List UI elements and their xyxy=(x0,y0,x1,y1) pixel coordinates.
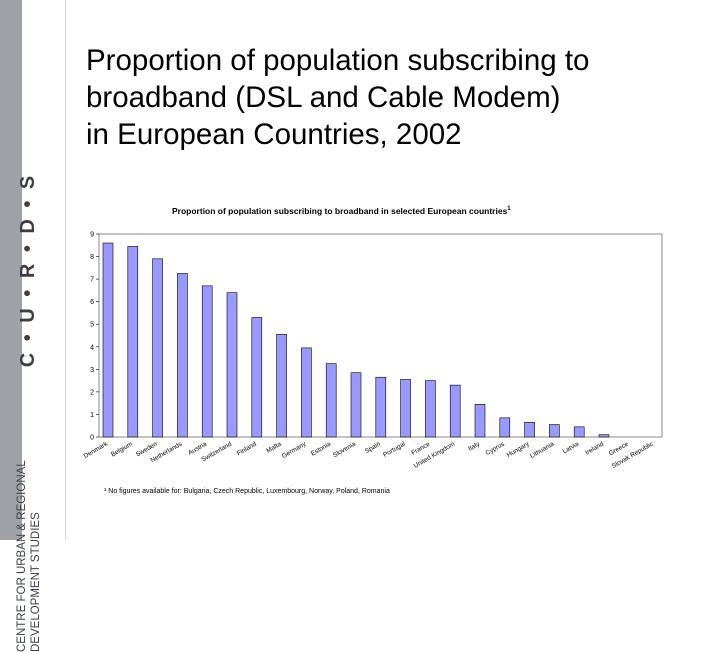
x-tick-label: Lithuania xyxy=(529,440,556,459)
bar-series xyxy=(102,242,610,438)
centre-name: CENTRE FOR URBAN & REGIONAL DEVELOPMENT … xyxy=(15,192,51,652)
x-tick-label: Spain xyxy=(364,440,382,455)
y-tick-label: 6 xyxy=(90,299,94,306)
slide-title-line1: Proportion of population subscribing to xyxy=(86,44,590,77)
y-tick-label: 2 xyxy=(90,389,94,396)
y-tick-label: 4 xyxy=(90,344,94,351)
bar-united-kingdom xyxy=(449,384,461,438)
x-tick-label: Denmark xyxy=(83,440,110,460)
bar-austria xyxy=(201,285,213,438)
y-tick-label: 3 xyxy=(90,367,94,374)
chart-title: Proportion of population subscribing to … xyxy=(172,206,511,216)
chart-container: Proportion of population subscribing to … xyxy=(82,196,682,506)
bar-malta xyxy=(276,334,287,438)
bar-chart: Proportion of population subscribing to … xyxy=(83,206,663,495)
bar-portugal xyxy=(400,379,411,438)
slide-title-line3: in European Countries, 2002 xyxy=(86,118,462,151)
y-tick-label: 8 xyxy=(90,254,94,261)
sidebar-frame xyxy=(0,0,66,540)
x-tick-label: Italy xyxy=(467,440,481,452)
x-tick-label: Malta xyxy=(265,440,283,454)
y-tick-label: 1 xyxy=(90,412,94,419)
chart-footnote: ¹ No figures available for: Bulgaria, Cz… xyxy=(104,488,390,495)
centre-name-line1: CENTRE FOR URBAN & REGIONAL xyxy=(16,460,28,652)
bar-sweden xyxy=(152,258,163,438)
bar-switzerland xyxy=(226,292,238,438)
y-axis: 0 1 2 3 4 5 6 7 8 9 xyxy=(90,232,99,442)
x-tick-label: Ireland xyxy=(584,440,605,456)
bar-lithuania xyxy=(549,424,560,438)
bar-spain xyxy=(375,376,387,438)
x-tick-label: Finland xyxy=(236,440,258,457)
bar-finland xyxy=(251,317,263,438)
bar-estonia xyxy=(325,363,337,438)
x-tick-label: Latvia xyxy=(562,440,581,455)
bar-germany xyxy=(301,347,312,438)
slide-title: Proportion of population subscribing to … xyxy=(86,42,716,153)
bar-france xyxy=(425,380,436,438)
x-tick-label: Portugal xyxy=(382,440,407,458)
y-tick-label: 5 xyxy=(90,322,94,329)
bar-slovenia xyxy=(350,372,362,438)
bar-ireland xyxy=(598,434,610,438)
x-tick-label: Belgium xyxy=(110,441,134,459)
sidebar: C • U • R • D • S CENTRE FOR URBAN & REG… xyxy=(0,0,66,652)
bar-latvia xyxy=(573,426,585,438)
bar-belgium xyxy=(127,246,139,438)
bar-cyprus xyxy=(499,417,511,438)
chart-title-footnote-mark: 1 xyxy=(507,206,511,212)
centre-name-line2: DEVELOPMENT STUDIES xyxy=(30,512,42,652)
y-tick-label: 9 xyxy=(90,232,94,239)
y-tick-label: 7 xyxy=(90,277,94,284)
x-tick-label: Cyprus xyxy=(484,440,506,457)
y-tick-label: 0 xyxy=(90,435,94,442)
slide-title-line2: broadband (DSL and Cable Modem) xyxy=(86,81,561,114)
x-tick-label: Slovenia xyxy=(332,440,357,459)
x-tick-label: Hungary xyxy=(506,440,531,459)
bar-denmark xyxy=(102,242,114,438)
sidebar-band xyxy=(0,0,22,540)
x-tick-label: Germany xyxy=(281,440,308,460)
bar-netherlands xyxy=(177,273,188,438)
bar-hungary xyxy=(524,422,535,438)
x-tick-label: Estonia xyxy=(310,440,333,457)
bar-italy xyxy=(474,403,486,438)
